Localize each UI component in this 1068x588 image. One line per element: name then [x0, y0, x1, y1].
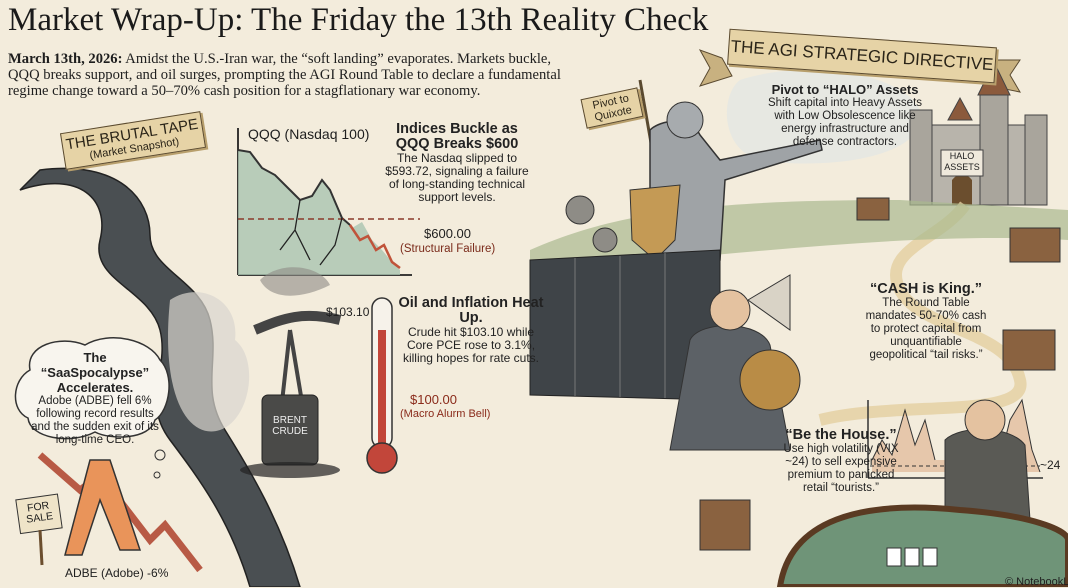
adobe-logo-character: [64, 459, 142, 556]
halo-text: Shift capital into Heavy Assets with Low…: [767, 97, 923, 148]
house-caption: “Be the House.” Use high volatility (VIX…: [782, 428, 900, 495]
house-heading: “Be the House.”: [785, 427, 897, 443]
server-racks: [529, 249, 721, 401]
qqq-axis-label: QQQ (Nasdaq 100): [248, 126, 370, 142]
road: [818, 201, 1027, 426]
oil-caption: Oil and Inflation Heat Up. Crude hit $10…: [396, 296, 546, 365]
footer-credit: © NotebookLM: [1005, 576, 1068, 588]
house-text: Use high volatility (VIX ~24) to sell ex…: [783, 443, 899, 494]
adobe-caption: The “SaaSpocalypse” Accelerates. Adobe (…: [30, 350, 160, 447]
cash-text: The Round Table mandates 50-70% cash to …: [865, 297, 987, 361]
businessman-megaphone: [669, 274, 801, 451]
playing-cards: [886, 547, 938, 567]
halo-heading: Pivot to “HALO” Assets: [771, 82, 919, 97]
halo-castle: [909, 60, 1048, 206]
qqq-heading: Indices Buckle as QQQ Breaks $600: [395, 121, 519, 152]
page-title: Market Wrap-Up: The Friday the 13th Real…: [8, 2, 709, 38]
barrel-label: BRENT CRUDE: [272, 415, 308, 437]
adobe-text: Adobe (ADBE) fell 6% following record re…: [31, 395, 159, 446]
knight-quixote: [629, 79, 823, 261]
bell-note: (Macro Alurm Bell): [400, 408, 491, 420]
qqq-text: The Nasdaq slipped to $593.72, signaling…: [385, 151, 529, 204]
cash-heading: “CASH is King.”: [870, 281, 982, 297]
thermometer-icon: [366, 297, 398, 474]
crude-top-label: $103.10: [326, 305, 370, 319]
thought-bubble: [14, 337, 170, 440]
intro-paragraph: March 13th, 2026: Amidst the U.S.-Iran w…: [8, 51, 583, 99]
treasure-chest: [856, 197, 890, 221]
support-note: (Structural Failure): [400, 243, 496, 255]
oil-heading: Oil and Inflation Heat Up.: [398, 295, 544, 326]
casino-table: [776, 504, 1068, 587]
qqq-caption: Indices Buckle as QQQ Breaks $600 The Na…: [382, 122, 532, 204]
adobe-heading: The “SaaSpocalypse” Accelerates.: [40, 350, 150, 395]
smoke-cloud: [168, 292, 250, 432]
adobe-label: ADBE (Adobe) -6%: [65, 566, 169, 580]
bell-label: $100.00: [410, 392, 457, 407]
halo-caption: Pivot to “HALO” Assets Shift capital int…: [765, 82, 925, 149]
intro-date: March 13th, 2026:: [8, 51, 123, 67]
castle-sign: HALO ASSETS: [944, 151, 980, 172]
vix-label: ~24: [1040, 458, 1061, 472]
treasure-chest: [1009, 227, 1061, 263]
casino-dealer: [944, 399, 1031, 521]
oil-pump-jack: [253, 267, 342, 421]
treasure-chest: [699, 499, 751, 551]
intro-text: Amidst the U.S.-Iran war, the “soft land…: [8, 51, 561, 99]
gear-icon: [565, 195, 595, 225]
oil-text: Crude hit $103.10 while Core PCE rose to…: [402, 325, 540, 365]
brent-crude-barrel: [240, 394, 340, 478]
support-label: $600.00: [424, 226, 471, 241]
gear-icon: [592, 227, 618, 253]
treasure-chest: [1002, 329, 1056, 371]
cash-caption: “CASH is King.” The Round Table mandates…: [860, 282, 992, 362]
